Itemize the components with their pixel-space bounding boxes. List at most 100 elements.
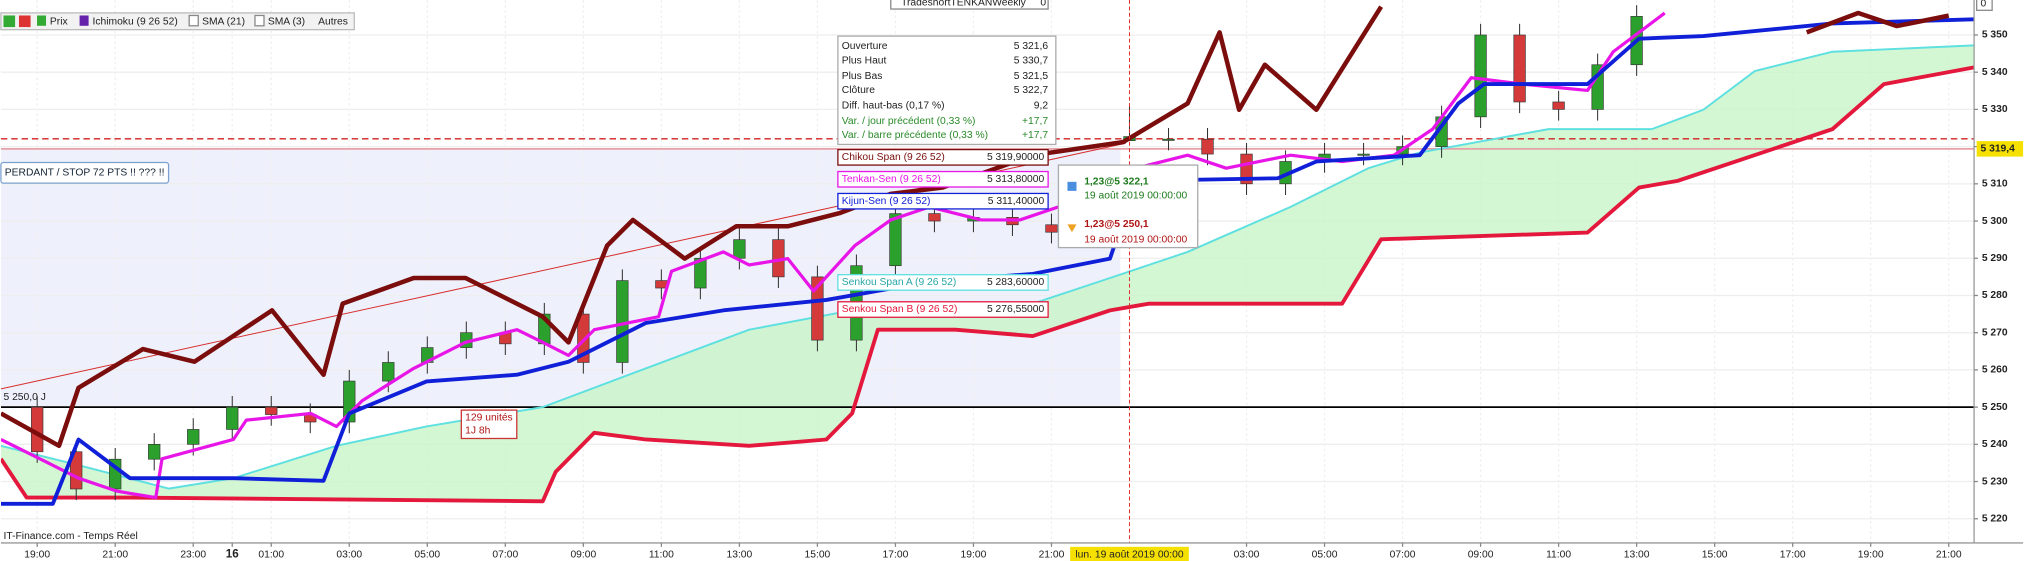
x-tick-label: 07:00	[1390, 549, 1416, 560]
icon	[37, 15, 47, 26]
y-tick-label: 5 230	[1982, 476, 2008, 487]
source: IT-Finance.com - Temps Réel	[3, 531, 137, 542]
candle-body	[1513, 34, 1526, 103]
toolbar-item[interactable]: Autres	[318, 17, 348, 28]
candle-body	[694, 257, 707, 289]
y-tick-label: 5 300	[1982, 216, 2008, 227]
info-label: Ouverture	[842, 41, 888, 52]
trade: 1,23@5 250,1	[1084, 219, 1149, 230]
indicator-labels: Chikou Span (9 26 52) 5 319,90000 Tenkan-S…	[837, 148, 1049, 318]
indicator-name: Chikou Span (9 26 52)	[842, 152, 945, 163]
candle-body	[343, 380, 356, 423]
candle-body	[1240, 153, 1253, 185]
sell-icon	[1067, 224, 1077, 233]
y-tick-label: 5 350	[1982, 30, 2008, 41]
candle-body	[226, 406, 239, 430]
info-label: Plus Bas	[842, 71, 883, 82]
x-tick-label: 09:00	[570, 549, 596, 560]
icon[interactable]	[3, 15, 16, 28]
x-tick-label: 19:00	[961, 549, 987, 560]
cloud	[0, 45, 1975, 502]
trades-box: 1,23@5 322,1 19 août 2019 00:00:00 1,23@…	[1057, 164, 1199, 249]
top-label: TradeshortTENKANWeekly	[901, 0, 1027, 8]
duration: 129 unités	[465, 413, 513, 424]
info-label: Var. / barre précédente (0,33 %)	[842, 130, 988, 141]
indicator-label-bg	[837, 170, 1049, 188]
info-label: Plus Haut	[842, 55, 887, 66]
x-tick-label: 05:00	[414, 549, 440, 560]
y-tick-label: 5 220	[1982, 513, 2008, 524]
duration: 1J 8h	[465, 425, 490, 436]
toolbar-item[interactable]: SMA (3)	[268, 17, 305, 28]
buy-icon	[1067, 181, 1077, 191]
indicator-label-bg	[837, 192, 1049, 210]
indicator-value: 5 276,55000	[987, 304, 1045, 315]
candle-body	[148, 444, 161, 460]
top-value: 0	[1040, 0, 1046, 8]
duration-box	[460, 409, 518, 440]
candle-body	[1591, 64, 1604, 110]
info-value: 5 322,7	[1014, 85, 1049, 96]
candle-body	[577, 313, 590, 363]
indicator-name: Kijun-Sen (9 26 52)	[842, 196, 931, 207]
checkbox[interactable]	[254, 14, 265, 27]
x-tick-label: 19:00	[24, 549, 50, 560]
indicator-name: Senkou Span B (9 26 52)	[842, 304, 958, 315]
info-panel: Ouverture 5 321,6 Plus Haut 5 330,7 Plus B…	[837, 35, 1057, 146]
info-value: 5 321,6	[1014, 41, 1049, 52]
y-tick-label: 5 250	[1982, 402, 2008, 413]
candle-body	[1552, 101, 1565, 110]
trade-date: 19 août 2019 00:00:00	[1084, 235, 1187, 246]
price-marker-label: 5 319,4	[1981, 144, 2016, 155]
candle-body	[1162, 138, 1175, 141]
cursor-label: lun. 19 août 2019 00:00	[1075, 549, 1183, 560]
axes: 5 220 5 230 5 240 5 250 5 260 5 270 5 280 5 290…	[24, 30, 2024, 561]
cursor-label-bg	[1070, 546, 1189, 561]
y-tick-label: 5 290	[1982, 253, 2008, 264]
candle-body	[265, 406, 278, 415]
x-tick-label: 09:00	[1468, 549, 1494, 560]
x-tick-label: 21:00	[1936, 549, 1962, 560]
x-tick-label: 17:00	[883, 549, 909, 560]
indicator-name: Senkou Span A (9 26 52)	[842, 277, 957, 288]
indicator-label-bg	[837, 301, 1049, 318]
trades-bg	[1057, 164, 1199, 249]
corner-box	[1976, 0, 1993, 11]
note: PERDANT / STOP 72 PTS !! ??? !!	[5, 168, 165, 179]
candle-body	[733, 239, 746, 259]
x-tick-label: 11:00	[1546, 549, 1571, 560]
info-value: +17,7	[1022, 130, 1048, 141]
candle-body	[1201, 138, 1214, 155]
candle-body	[1357, 153, 1370, 156]
candle-body	[928, 213, 941, 222]
toolbar-item[interactable]: Prix	[50, 17, 69, 28]
note-box	[0, 161, 170, 184]
x-tick-label: 13:00	[726, 549, 752, 560]
indicator-value: 5 319,90000	[987, 152, 1045, 163]
trade-date: 19 août 2019 00:00:00	[1084, 191, 1187, 202]
x-tick-label: 21:00	[1039, 549, 1065, 560]
candle-body	[616, 280, 629, 363]
x-tick-label: 05:00	[1312, 549, 1338, 560]
indicator-value: 5 283,60000	[987, 277, 1045, 288]
indicator-line	[0, 5, 1384, 449]
x-tick-label: 13:00	[1624, 549, 1650, 560]
indicator-value: 5 311,40000	[988, 196, 1045, 207]
info-value: 5 321,5	[1014, 71, 1049, 82]
checkbox[interactable]	[188, 14, 199, 27]
indicator-name: Tenkan-Sen (9 26 52)	[842, 174, 941, 185]
level-label: 5 250,0 J	[3, 392, 45, 403]
x-tick-label: 03:00	[1234, 549, 1260, 560]
candle-body	[1474, 34, 1487, 118]
toolbar-item[interactable]: Ichimoku (9 26 52)	[92, 17, 177, 28]
x-tick-label: 16	[226, 548, 239, 561]
candle-body	[811, 276, 824, 341]
indicator-line	[1805, 10, 1950, 35]
icon[interactable]	[18, 15, 31, 28]
y-tick-label: 5 270	[1982, 327, 2008, 338]
price-marker-bg	[1976, 141, 2024, 157]
x-tick-label: 17:00	[1780, 549, 1806, 560]
x-tick-label: 21:00	[102, 549, 128, 560]
toolbar-item[interactable]: SMA (21)	[202, 17, 245, 28]
candle-body	[70, 451, 83, 490]
